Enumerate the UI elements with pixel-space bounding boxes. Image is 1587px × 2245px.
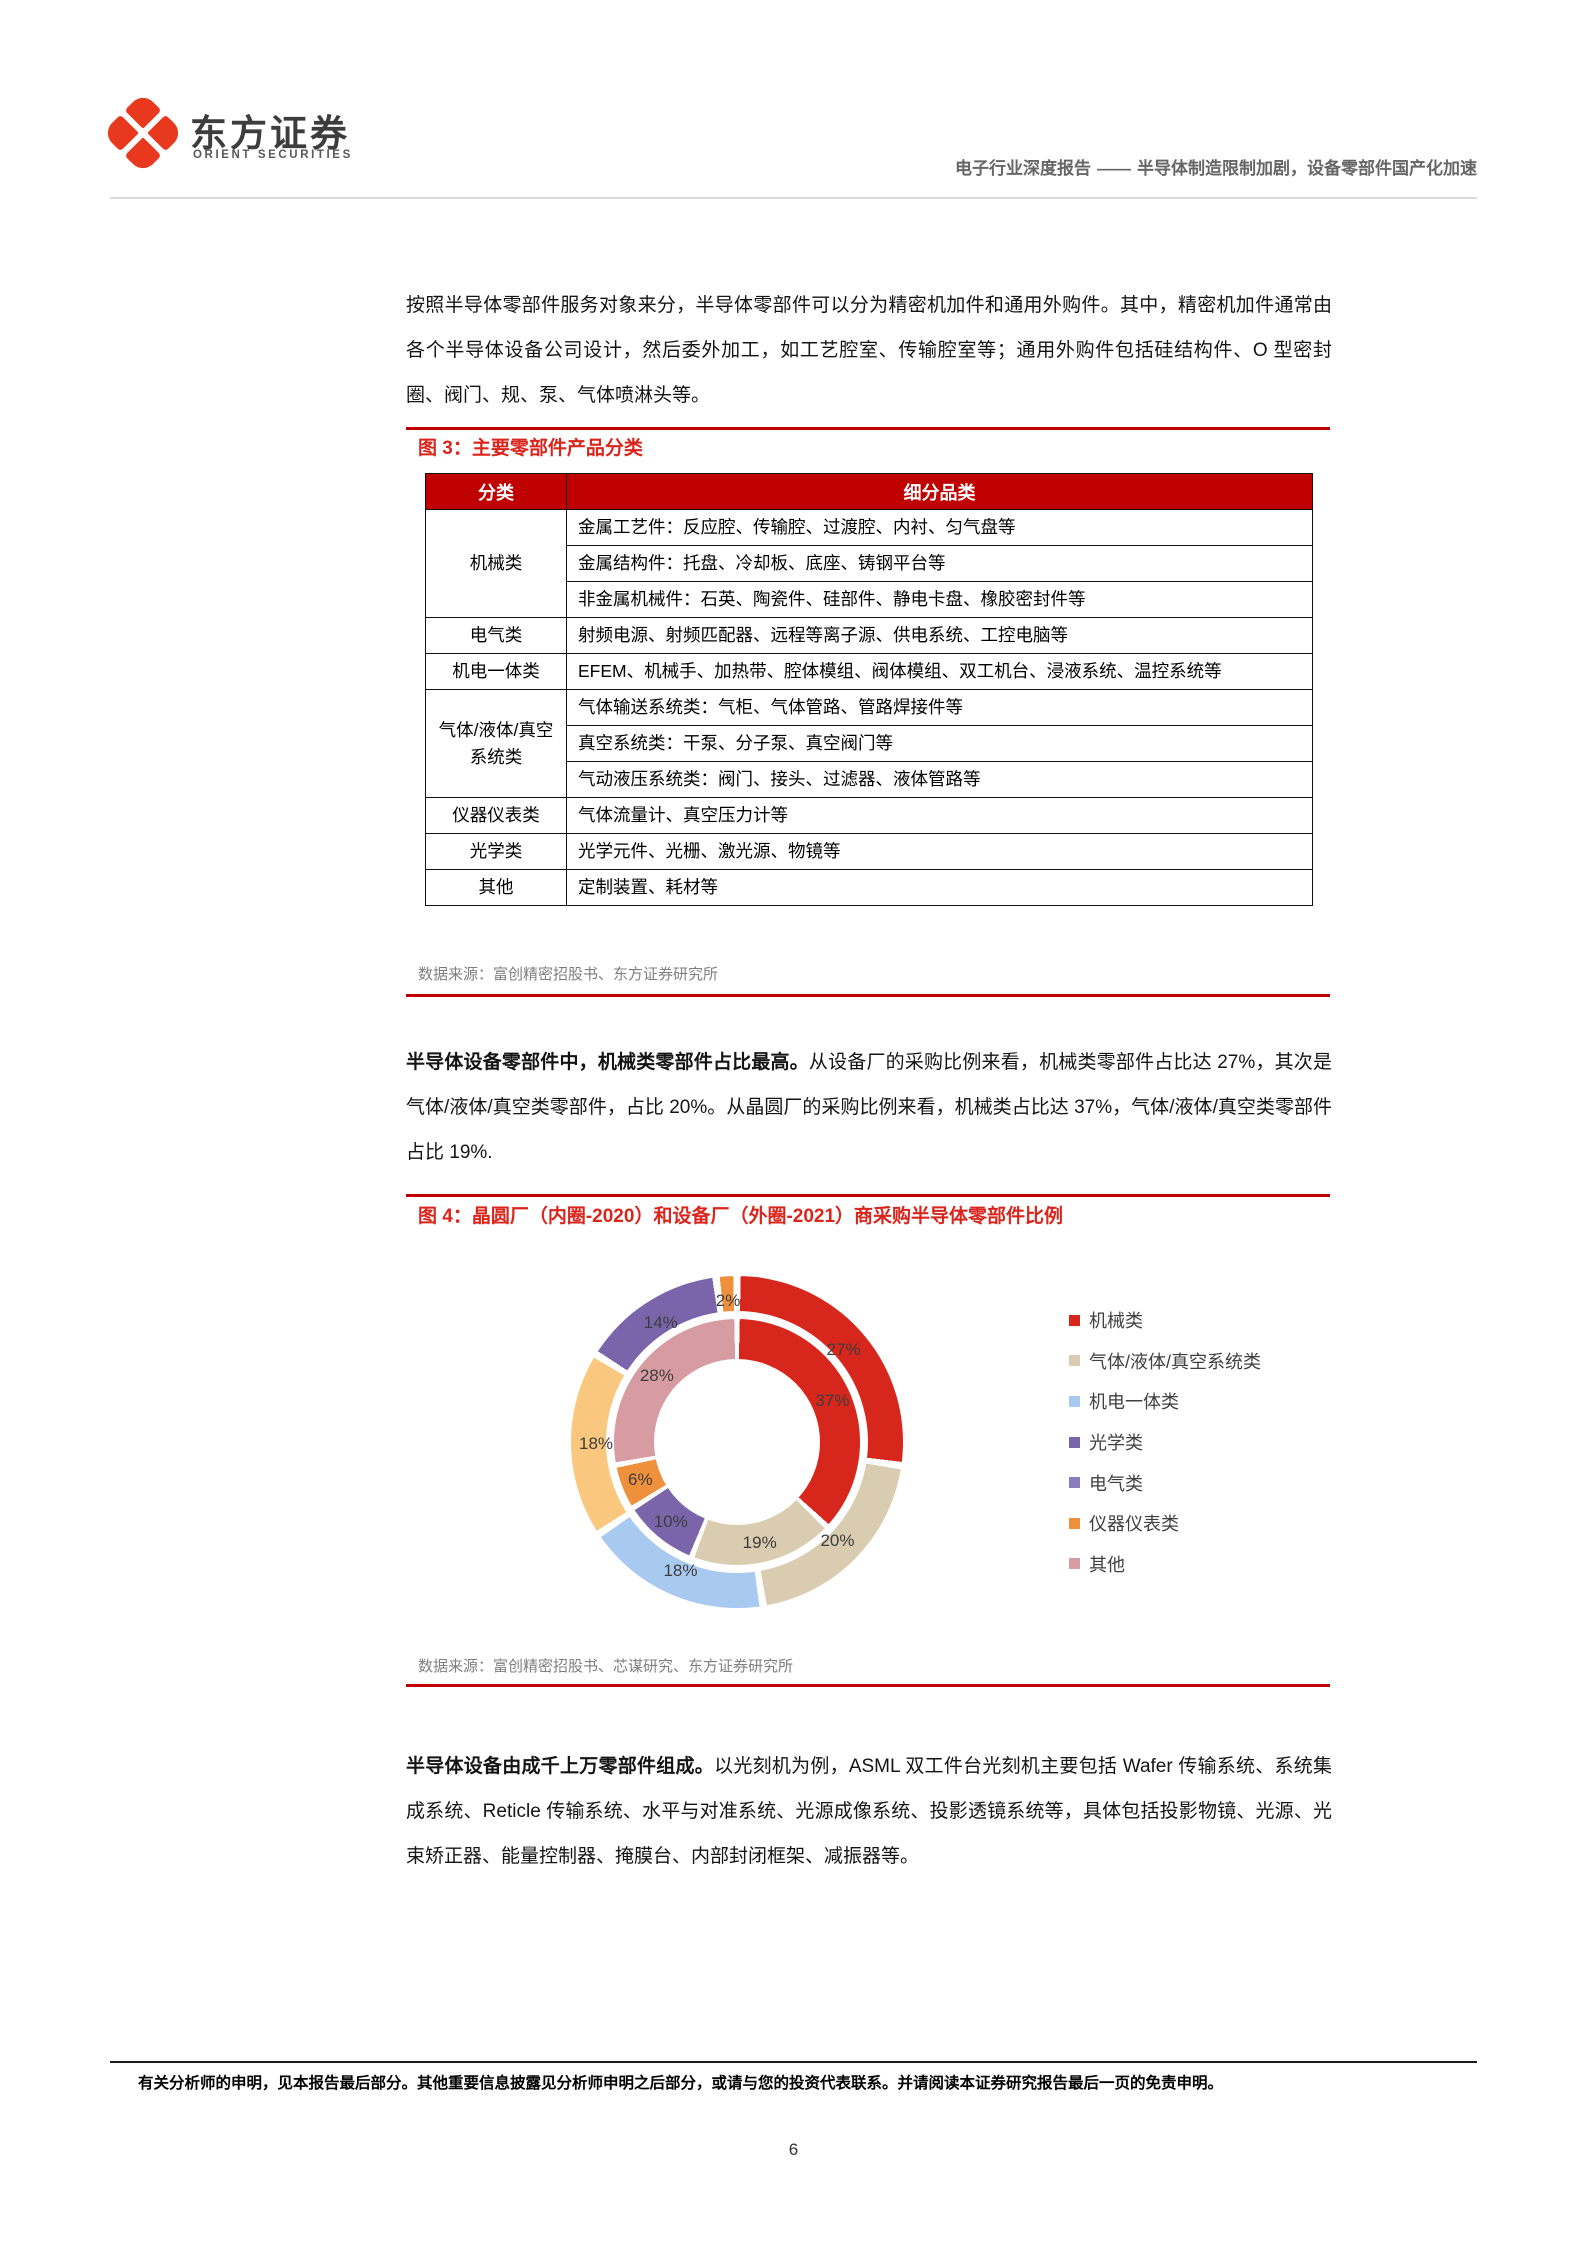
category-cell: 机械类 bbox=[425, 509, 567, 618]
subcategory-cell: 真空系统类：干泵、分子泵、真空阀门等 bbox=[566, 725, 1313, 762]
table-row: 真空系统类：干泵、分子泵、真空阀门等 bbox=[426, 725, 1313, 762]
slice-percentage-label: 10% bbox=[653, 1512, 688, 1532]
legend-item: 气体/液体/真空系统类 bbox=[1069, 1341, 1261, 1382]
orient-securities-logo-icon bbox=[101, 91, 185, 175]
table-row: 金属结构件：托盘、冷却板、底座、铸钢平台等 bbox=[426, 545, 1313, 582]
legend-item: 仪器仪表类 bbox=[1069, 1503, 1261, 1544]
legend-color-chip bbox=[1069, 1558, 1080, 1570]
legend-color-chip bbox=[1069, 1314, 1080, 1326]
report-header-title: 电子行业深度报告 —— 半导体制造限制加剧，设备零部件国产化加速 bbox=[500, 154, 1477, 179]
logo-petal bbox=[124, 137, 162, 175]
category-cell: 电气类 bbox=[425, 617, 567, 654]
slice-percentage-label: 14% bbox=[643, 1313, 678, 1333]
table-row: 仪器仪表类 气体流量计、真空压力计等 bbox=[425, 797, 1313, 834]
paragraph-lead-bold: 半导体设备零部件中，机械类零部件占比最高。 bbox=[406, 1052, 809, 1073]
category-cell: 气体/液体/真空系统类 bbox=[425, 689, 567, 798]
header-divider bbox=[110, 197, 1477, 199]
brand-name-en: ORIENT SECURITIES bbox=[193, 149, 353, 161]
table-row: 机械类 金属工艺件：反应腔、传输腔、过渡腔、内衬、匀气盘等 bbox=[425, 509, 1313, 618]
slice-percentage-label: 18% bbox=[579, 1434, 614, 1454]
page-number: 6 bbox=[788, 2140, 799, 2159]
legend-label: 仪器仪表类 bbox=[1089, 1514, 1179, 1535]
paragraph-lithography-parts: 半导体设备由成千上万零部件组成。以光刻机为例，ASML 双工件台光刻机主要包括 … bbox=[406, 1744, 1332, 1879]
figure3-title: 图 3：主要零部件产品分类 bbox=[418, 438, 643, 459]
category-cell: 其他 bbox=[425, 869, 567, 906]
slice-percentage-label: 27% bbox=[826, 1339, 861, 1359]
legend-color-chip bbox=[1069, 1395, 1080, 1407]
footer-disclaimer: 有关分析师的申明，见本报告最后部分。其他重要信息披露见分析师申明之后部分，或请与… bbox=[138, 2075, 1224, 2092]
legend-color-chip bbox=[1069, 1517, 1080, 1529]
paragraph-text: 按照半导体零部件服务对象来分，半导体零部件可以分为精密机加件和通用外购件。其中，… bbox=[406, 295, 1332, 406]
category-cell: 仪器仪表类 bbox=[425, 797, 567, 834]
subcategory-cell: EFEM、机械手、加热带、腔体模组、阀体模组、双工机台、浸液系统、温控系统等 bbox=[566, 653, 1313, 690]
figure4-source: 数据来源：富创精密招股书、芯谋研究、东方证券研究所 bbox=[418, 1658, 794, 1675]
figure4-title: 图 4：晶圆厂（内圈-2020）和设备厂（外圈-2021）商采购半导体零部件比例 bbox=[418, 1206, 1064, 1227]
figure3-top-rule bbox=[406, 427, 1330, 430]
legend-label: 气体/液体/真空系统类 bbox=[1089, 1351, 1262, 1372]
chart-legend: 机械类气体/液体/真空系统类 机电一体类光学类电气类仪器仪表类其他 bbox=[1069, 1300, 1261, 1584]
subcategory-cell: 光学元件、光栅、激光源、物镜等 bbox=[566, 833, 1313, 870]
figure3-bottom-rule bbox=[406, 994, 1330, 997]
table-row: 非金属机械件：石英、陶瓷件、硅部件、静电卡盘、橡胶密封件等 bbox=[426, 581, 1313, 618]
logo-petal bbox=[147, 114, 185, 152]
legend-label: 电气类 bbox=[1089, 1473, 1143, 1494]
legend-label: 其他 bbox=[1089, 1554, 1125, 1575]
figure4-bottom-rule bbox=[406, 1684, 1330, 1687]
parts-category-table: 分类 细分品类 机械类 金属工艺件：反应腔、传输腔、过渡腔、内衬、匀气盘等 金属结构… bbox=[425, 473, 1313, 906]
subcategory-cell: 射频电源、射频匹配器、远程等离子源、供电系统、工控电脑等 bbox=[566, 617, 1313, 654]
column-header-subcategory: 细分品类 bbox=[566, 473, 1313, 510]
donut-hole bbox=[654, 1359, 820, 1525]
subcategory-cell: 定制装置、耗材等 bbox=[566, 869, 1313, 906]
paragraph-text: 以光刻机为例，ASML 双工件台光刻机主要包括 Wafer 传输系统、系统集成系… bbox=[406, 1756, 1332, 1867]
table-row: 其他 定制装置、耗材等 bbox=[425, 869, 1313, 906]
paragraph-parts-overview: 按照半导体零部件服务对象来分，半导体零部件可以分为精密机加件和通用外购件。其中，… bbox=[406, 283, 1332, 418]
table-row: 气体/液体/真空系统类 气体输送系统类：气柜、气体管路、管路焊接件等 bbox=[425, 689, 1313, 798]
category-cell: 光学类 bbox=[425, 833, 567, 870]
subcategory-cell: 非金属机械件：石英、陶瓷件、硅部件、静电卡盘、橡胶密封件等 bbox=[566, 581, 1313, 618]
subcategory-cell: 金属结构件：托盘、冷却板、底座、铸钢平台等 bbox=[566, 545, 1313, 582]
subcategory-cell: 金属工艺件：反应腔、传输腔、过渡腔、内衬、匀气盘等 bbox=[566, 509, 1313, 546]
legend-color-chip bbox=[1069, 1477, 1080, 1489]
legend-item: 电气类 bbox=[1069, 1462, 1261, 1503]
paragraph-text: 从设备厂的采购比例来看，机械类零部件占比达 27%，其次是气体/液体/真空类零部… bbox=[406, 1052, 1332, 1163]
legend-item: 机械类 bbox=[1069, 1300, 1261, 1341]
paragraph-procurement-share: 半导体设备零部件中，机械类零部件占比最高。从设备厂的采购比例来看，机械类零部件占… bbox=[406, 1040, 1332, 1175]
report-subtitle: 半导体制造限制加剧，设备零部件国产化加速 bbox=[1137, 159, 1477, 178]
table-row: 机电一体类 EFEM、机械手、加热带、腔体模组、阀体模组、双工机台、浸液系统、温控… bbox=[425, 653, 1313, 690]
category-cell: 机电一体类 bbox=[425, 653, 567, 690]
slice-percentage-label: 19% bbox=[742, 1533, 777, 1553]
legend-label: 机械类 bbox=[1089, 1311, 1143, 1332]
subcategory-cell: 气体输送系统类：气柜、气体管路、管路焊接件等 bbox=[566, 689, 1313, 726]
report-type: 电子行业深度报告 bbox=[955, 159, 1091, 178]
legend-item: 机电一体类 bbox=[1069, 1381, 1261, 1422]
legend-item: 其他 bbox=[1069, 1544, 1261, 1585]
slice-percentage-label: 20% bbox=[820, 1530, 855, 1550]
slice-percentage-label: 2% bbox=[715, 1291, 741, 1311]
legend-item: 光学类 bbox=[1069, 1422, 1261, 1463]
legend-label: 光学类 bbox=[1089, 1433, 1143, 1454]
paragraph-lead-bold: 半导体设备由成千上万零部件组成。 bbox=[406, 1756, 715, 1777]
figure3-source: 数据来源：富创精密招股书、东方证券研究所 bbox=[418, 966, 719, 983]
legend-color-chip bbox=[1069, 1436, 1080, 1448]
subcategory-cell: 气动液压系统类：阀门、接头、过滤器、液体管路等 bbox=[566, 761, 1313, 798]
table-header-row: 分类 细分品类 bbox=[425, 473, 1313, 510]
table-row: 电气类 射频电源、射频匹配器、远程等离子源、供电系统、工控电脑等 bbox=[425, 617, 1313, 654]
subcategory-cell: 气体流量计、真空压力计等 bbox=[566, 797, 1313, 834]
slice-percentage-label: 6% bbox=[628, 1470, 653, 1490]
slice-percentage-label: 28% bbox=[639, 1365, 674, 1385]
column-header-category: 分类 bbox=[425, 473, 567, 510]
brand-name-cn: 东方证券 bbox=[190, 113, 350, 154]
legend-label: 机电一体类 bbox=[1089, 1392, 1179, 1413]
figure4-top-rule bbox=[406, 1194, 1330, 1197]
donut-chart: 27% 20% 18% 18% 14% 2% 37% 19% 10% 6% 28% bbox=[567, 1272, 907, 1612]
table-row: 光学类 光学元件、光栅、激光源、物镜等 bbox=[425, 833, 1313, 870]
footer-divider bbox=[110, 2061, 1477, 2063]
slice-percentage-label: 18% bbox=[663, 1561, 698, 1581]
header-dash: —— bbox=[1097, 159, 1131, 178]
legend-color-chip bbox=[1069, 1355, 1080, 1367]
slice-percentage-label: 37% bbox=[815, 1390, 850, 1410]
